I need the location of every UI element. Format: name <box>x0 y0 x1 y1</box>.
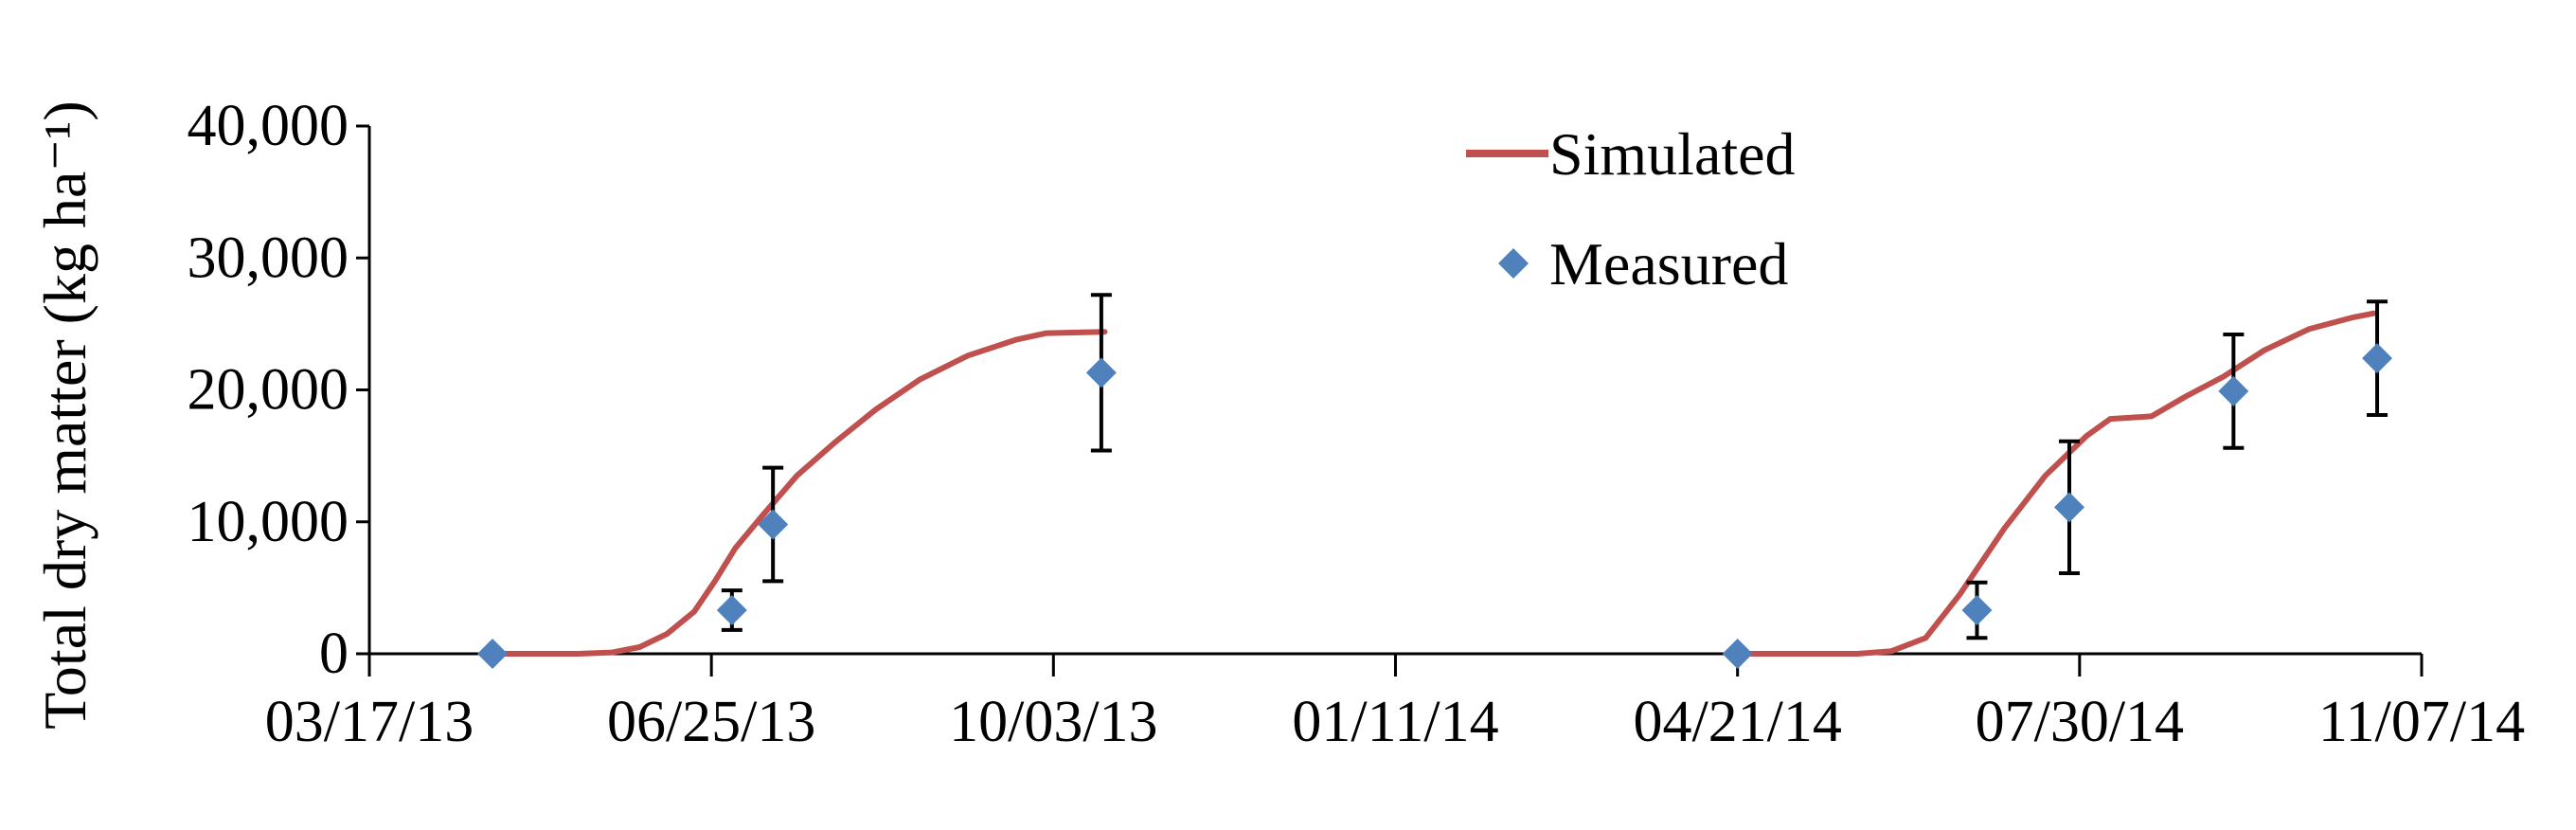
legend-measured-label: Measured <box>1549 230 1788 298</box>
simulated-line <box>490 329 1108 657</box>
x-tick-label: 03/17/13 <box>265 690 474 754</box>
measured-point <box>1085 357 1117 388</box>
x-tick-label: 11/07/14 <box>2318 690 2525 754</box>
y-ticks: 0 10,000 20,000 30,000 40,000 <box>188 94 369 686</box>
measured-point <box>477 639 509 669</box>
x-tick-label: 01/11/14 <box>1292 690 1498 754</box>
x-tick-label: 04/21/14 <box>1633 690 1841 754</box>
y-tick-label: 0 <box>319 622 349 686</box>
measured-point <box>2053 492 2084 523</box>
measured-point <box>758 509 789 540</box>
x-tick-label: 07/30/14 <box>1976 690 2184 754</box>
measured-point <box>1961 595 1993 626</box>
y-tick-label: 30,000 <box>188 226 349 290</box>
measured-point <box>716 595 747 626</box>
series <box>477 293 2393 669</box>
y-tick-label: 40,000 <box>188 94 349 158</box>
y-axis-title: Total dry matter (kg ha⁻¹) <box>31 100 98 729</box>
x-tick-label: 10/03/13 <box>949 690 1157 754</box>
measured-point <box>2362 343 2393 374</box>
x-tick-label: 06/25/13 <box>607 690 815 754</box>
legend-measured-marker <box>1498 248 1529 279</box>
x-ticks: 03/17/13 06/25/13 10/03/13 01/11/14 04/21/14… <box>265 654 2525 754</box>
simulated-line <box>1734 310 2377 657</box>
measured-point <box>1722 639 1753 669</box>
legend: Simulated Measured <box>1466 120 1796 298</box>
y-tick-label: 10,000 <box>188 490 349 554</box>
y-tick-label: 20,000 <box>188 358 349 423</box>
legend-simulated-label: Simulated <box>1549 120 1796 188</box>
measured-point <box>2218 375 2249 406</box>
axes <box>367 126 2422 656</box>
